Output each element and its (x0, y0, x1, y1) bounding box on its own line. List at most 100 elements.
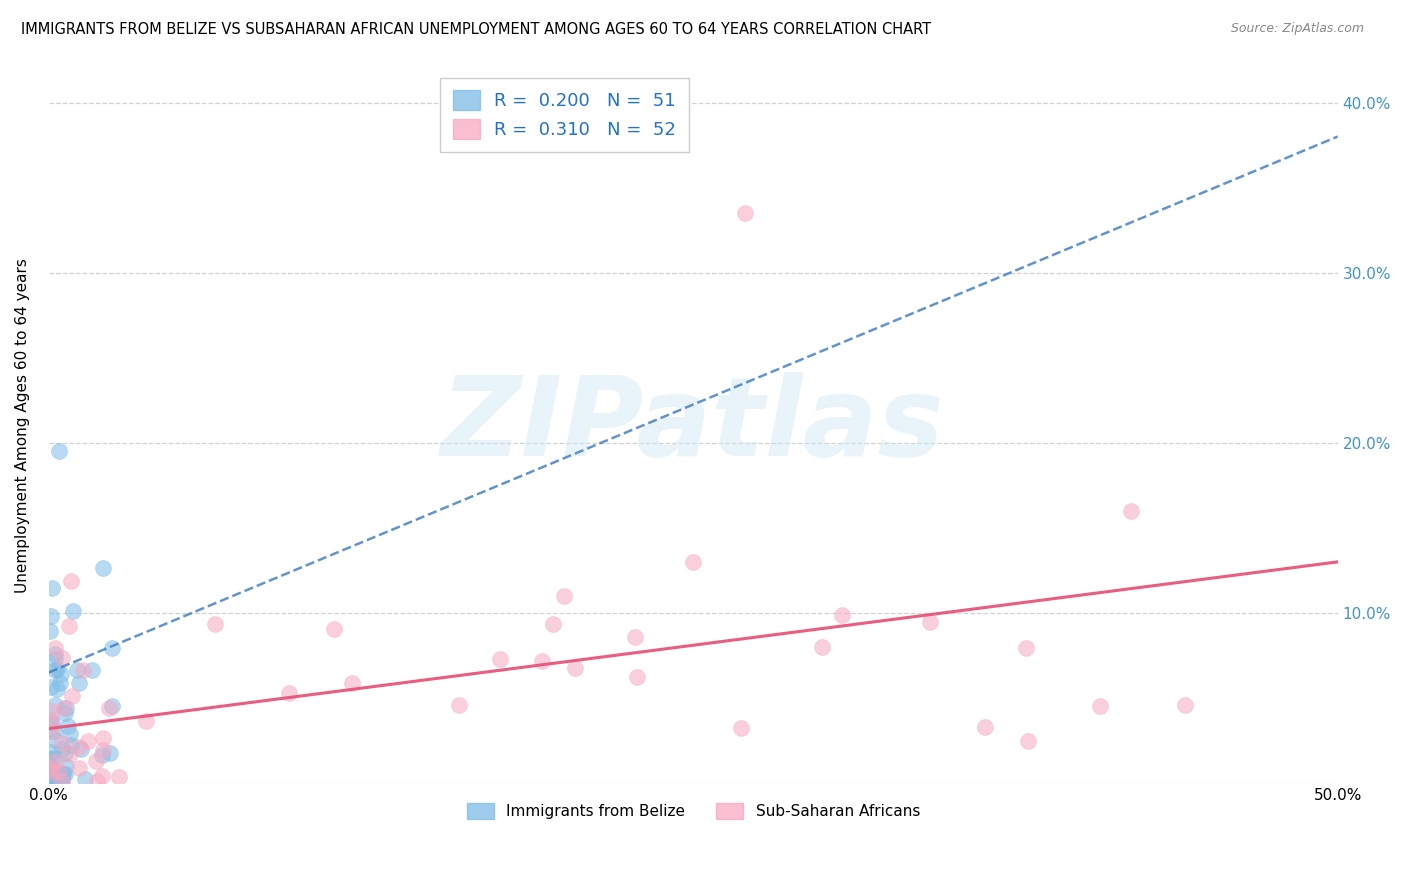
Point (86, 774, 108, 789)
Point (41, 716, 63, 731)
Point (449, 698, 471, 712)
Point (91, 731, 114, 746)
Point (1174, 698, 1197, 712)
Point (974, 720, 997, 734)
Point (626, 670, 648, 684)
Point (41, 765, 63, 780)
Point (80, 663, 103, 677)
Point (53, 766, 76, 780)
Point (1090, 698, 1112, 713)
Point (58, 619, 80, 633)
Point (39, 752, 62, 766)
Point (98, 746, 121, 760)
Point (58, 719, 80, 733)
Point (70, 742, 93, 756)
Point (1015, 641, 1038, 656)
Point (53, 701, 76, 715)
Point (53, 746, 76, 760)
Point (564, 661, 586, 675)
Point (48, 444, 70, 458)
Point (97, 701, 120, 715)
Point (918, 615, 941, 630)
Point (101, 640, 124, 655)
Point (41, 581, 63, 595)
Point (41, 761, 63, 775)
Point (1017, 733, 1039, 747)
Point (108, 771, 131, 785)
Point (323, 622, 346, 636)
Point (91, 747, 114, 762)
Point (51, 742, 73, 756)
Point (48, 764, 70, 779)
Point (48, 676, 70, 690)
Point (41, 773, 63, 788)
Point (39, 681, 62, 695)
Point (44, 733, 66, 747)
Point (72, 663, 94, 677)
Point (51, 736, 73, 750)
Point (41, 714, 63, 729)
Point (41, 769, 63, 783)
Point (734, 206, 756, 220)
Point (811, 640, 834, 654)
Point (73, 772, 96, 787)
Point (135, 714, 157, 728)
Text: ZIPatlas: ZIPatlas (441, 372, 945, 479)
Text: IMMIGRANTS FROM BELIZE VS SUBSAHARAN AFRICAN UNEMPLOYMENT AMONG AGES 60 TO 64 YE: IMMIGRANTS FROM BELIZE VS SUBSAHARAN AFR… (21, 22, 931, 37)
Point (682, 555, 704, 569)
Point (91, 561, 114, 575)
Point (67, 761, 90, 775)
Point (59, 747, 82, 761)
Point (340, 676, 363, 690)
Text: Source: ZipAtlas.com: Source: ZipAtlas.com (1230, 22, 1364, 36)
Point (51, 774, 73, 789)
Point (55, 701, 77, 715)
Legend: Immigrants from Belize, Sub-Saharan Africans: Immigrants from Belize, Sub-Saharan Afri… (460, 797, 927, 825)
Point (48, 766, 70, 780)
Point (41, 724, 63, 739)
Point (65, 663, 87, 677)
Point (42, 770, 65, 784)
Point (41, 745, 63, 759)
Point (90, 769, 112, 783)
Y-axis label: Unemployment Among Ages 60 to 64 years: Unemployment Among Ages 60 to 64 years (15, 259, 30, 593)
Point (553, 589, 575, 603)
Point (55, 759, 77, 773)
Point (53, 706, 76, 721)
Point (100, 698, 122, 713)
Point (51, 651, 73, 665)
Point (44, 647, 66, 661)
Point (60, 689, 83, 703)
Point (44, 652, 66, 666)
Point (49, 666, 72, 681)
Point (39, 609, 62, 624)
Point (67, 739, 90, 754)
Point (39, 771, 62, 785)
Point (204, 617, 226, 632)
Point (41, 704, 63, 718)
Point (45, 754, 67, 768)
Point (41, 774, 63, 789)
Point (91, 742, 114, 756)
Point (44, 641, 66, 656)
Point (44, 698, 66, 713)
Point (39, 624, 62, 638)
Point (59, 739, 82, 753)
Point (44, 723, 66, 738)
Point (58, 727, 80, 741)
Point (84, 754, 107, 768)
Point (67, 676, 90, 690)
Point (52, 767, 75, 781)
Point (59, 574, 82, 589)
Point (51, 770, 73, 784)
Point (541, 617, 564, 632)
Point (62, 604, 84, 618)
Point (730, 721, 752, 735)
Point (831, 608, 853, 623)
Point (39, 759, 62, 773)
Point (51, 774, 73, 789)
Point (530, 654, 553, 668)
Point (46, 662, 69, 676)
Point (1121, 504, 1143, 518)
Point (39, 713, 62, 727)
